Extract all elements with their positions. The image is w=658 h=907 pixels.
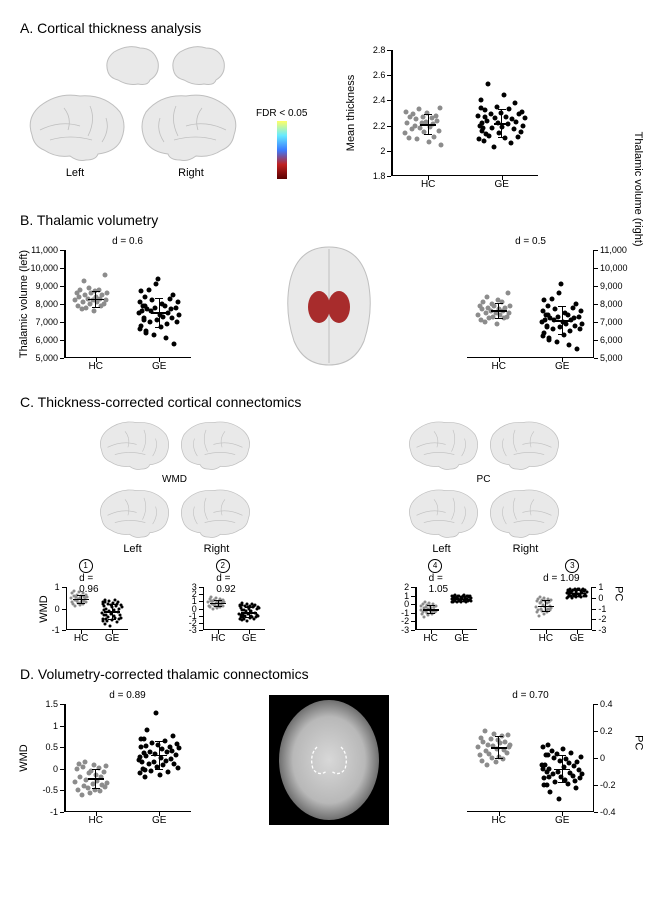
chart-c-4: -3-2-1012HCGEd = 1.05: [389, 573, 481, 648]
chart-d-left: -1-0.500.511.5WMDHCGEd = 0.89: [20, 690, 195, 830]
chart-thalamic-right: 5,0006,0007,0008,0009,00010,00011,000Tha…: [463, 236, 638, 376]
chart-mean-thickness: 1.822.22.42.62.8Mean thicknessHCGE: [347, 44, 542, 194]
colorbar-label: FDR < 0.05: [256, 108, 307, 119]
brain-wmd-right-lateral-icon: [177, 418, 257, 473]
panel-c-title: C. Thickness-corrected cortical connecto…: [20, 394, 638, 410]
colorbar-gradient-icon: [277, 121, 287, 179]
panel-b-title: B. Thalamic volumetry: [20, 212, 638, 228]
chart-c-2: -3-2-10123HCGEd = 0.92: [177, 573, 269, 648]
brain-pc-left-medial-icon: [402, 486, 482, 541]
c-left-label: Left: [93, 543, 173, 555]
brain-wmd-right-medial-icon: [177, 486, 257, 541]
c-right-label2: Right: [486, 543, 566, 555]
c-right-label: Right: [177, 543, 257, 555]
panel-a-brains: Left Right FDR < 0.05: [20, 44, 307, 179]
brain-wmd-left-lateral-icon: [93, 418, 173, 473]
circle-4-icon: 4: [428, 559, 442, 573]
panel-d-title: D. Volumetry-corrected thalamic connecto…: [20, 666, 638, 682]
brain-axial-icon: [269, 695, 389, 825]
panel-b: B. Thalamic volumetry 5,0006,0007,0008,0…: [20, 212, 638, 376]
panel-d: D. Volumetry-corrected thalamic connecto…: [20, 666, 638, 830]
brain-pc-right-medial-icon: [486, 486, 566, 541]
pc-label: PC: [402, 474, 566, 485]
panel-a: A. Cortical thickness analysis Left Righ…: [20, 20, 638, 194]
c-pc-brains: PC Left Right: [402, 418, 566, 555]
wmd-label: WMD: [93, 474, 257, 485]
label-right: Right: [136, 167, 246, 179]
colorbar: FDR < 0.05: [256, 108, 307, 179]
label-left: Left: [20, 167, 130, 179]
chart-c-3: -3-2-101PCHCGEd = 1.09: [526, 573, 618, 648]
brain-lateral-right-icon: [136, 90, 246, 165]
brain-wmd-left-medial-icon: [93, 486, 173, 541]
brain-medial-left-icon: [100, 44, 162, 88]
circle-3-icon: 3: [565, 559, 579, 573]
brain-medial-right-icon: [166, 44, 228, 88]
panel-a-title: A. Cortical thickness analysis: [20, 20, 638, 36]
brain-pc-left-lateral-icon: [402, 418, 482, 473]
panel-c: C. Thickness-corrected cortical connecto…: [20, 394, 638, 648]
chart-thalamic-left: 5,0006,0007,0008,0009,00010,00011,000Tha…: [20, 236, 195, 376]
chart-c-1: -101WMDHCGEd = 0.96: [40, 573, 132, 648]
brain-pc-right-lateral-icon: [486, 418, 566, 473]
circle-2-icon: 2: [216, 559, 230, 573]
chart-d-right: -0.4-0.200.20.4PCHCGEd = 0.70: [463, 690, 638, 830]
c-wmd-brains: WMD Left Right: [93, 418, 257, 555]
brain-lateral-left-icon: [20, 90, 130, 165]
c-left-label2: Left: [402, 543, 482, 555]
circle-1-icon: 1: [79, 559, 93, 573]
brain-top-thalamus-icon: [274, 241, 384, 371]
